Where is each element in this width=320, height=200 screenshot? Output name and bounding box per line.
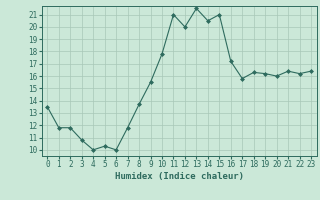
X-axis label: Humidex (Indice chaleur): Humidex (Indice chaleur) bbox=[115, 172, 244, 181]
